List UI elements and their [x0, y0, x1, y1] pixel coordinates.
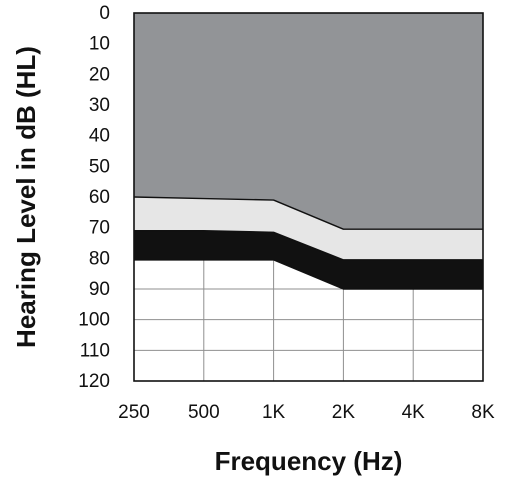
y-tick-label: 70	[89, 218, 110, 239]
x-tick-labels: 250 500 1K 2K 4K 8K	[118, 402, 495, 423]
y-tick-label: 100	[78, 310, 110, 331]
y-tick-label: 20	[89, 64, 110, 85]
y-tick-label: 50	[89, 156, 110, 177]
series-boundary-line-2	[134, 230, 483, 261]
series-area-1	[134, 13, 483, 230]
y-tick-label: 90	[89, 279, 110, 300]
y-tick-labels: 0 10 20 30 40 50 60 70 80 90 100 110 120	[78, 3, 110, 392]
series-boundary-line-1	[133, 196, 483, 230]
x-tick-label: 1K	[262, 402, 286, 423]
x-axis-title: Frequency (Hz)	[215, 446, 403, 476]
x-tick-label: 4K	[402, 402, 426, 423]
x-tick-label: 250	[118, 402, 150, 423]
x-tick-label: 2K	[332, 402, 356, 423]
y-axis-title: Hearing Level in dB (HL)	[11, 46, 41, 348]
y-tick-label: 110	[80, 340, 110, 361]
plot-frame	[133, 12, 484, 382]
series-boundary-line-3	[134, 259, 483, 290]
plot-frame-layer	[133, 12, 484, 382]
x-tick-label: 500	[188, 402, 220, 423]
y-tick-label: 80	[89, 248, 110, 269]
y-tick-label: 60	[89, 187, 110, 208]
y-tick-label: 120	[78, 371, 110, 392]
series-layer	[133, 13, 483, 290]
y-tick-label: 10	[89, 34, 110, 55]
y-tick-label: 0	[99, 3, 110, 24]
y-tick-label: 40	[89, 126, 110, 147]
x-tick-label: 8K	[471, 402, 495, 423]
y-tick-label: 30	[89, 95, 110, 116]
